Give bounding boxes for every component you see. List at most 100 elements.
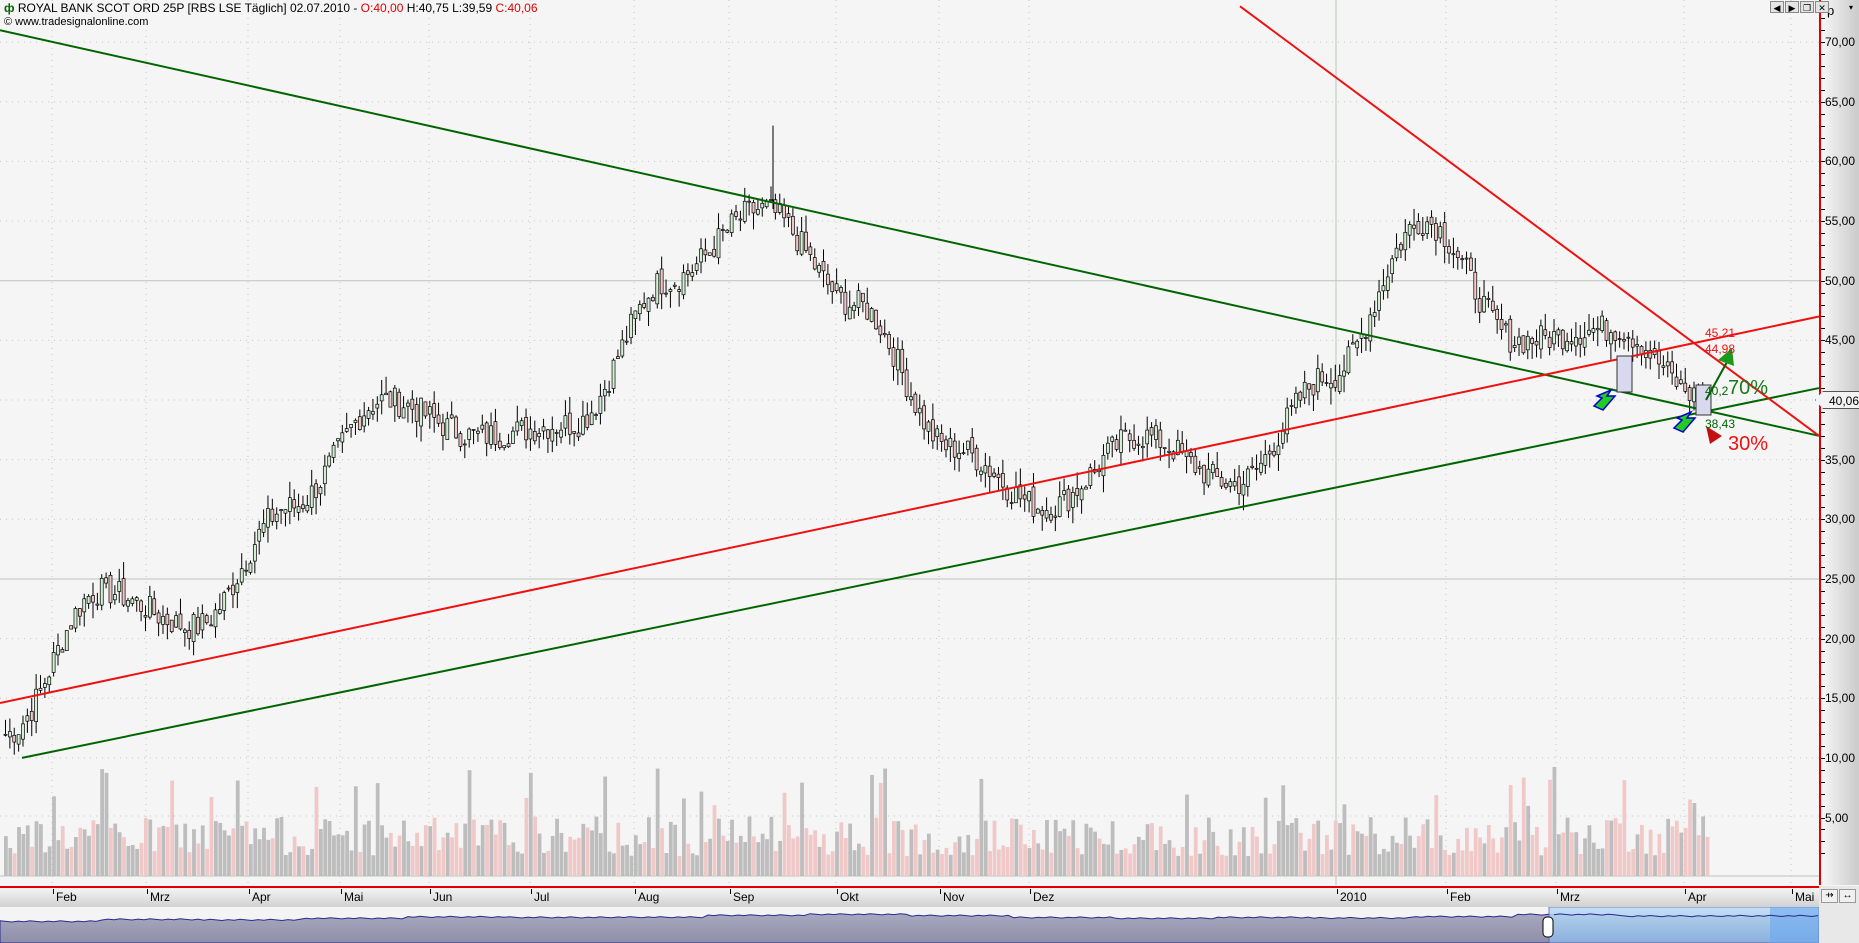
x-tick-label: Apr [249, 889, 271, 904]
y-tick-mark [1821, 757, 1825, 759]
x-tick-label: Mai [1791, 889, 1815, 904]
y-tick-mark [1821, 54, 1825, 56]
y-tick-label: 15,00 [1825, 691, 1856, 706]
restore-window-icon[interactable]: ❐ [1800, 1, 1814, 13]
low-value: 38,43 [1705, 417, 1735, 431]
navigator-scrollbar[interactable] [0, 907, 1819, 943]
navigator-drag-handle [1542, 916, 1554, 938]
y-tick-label: 5,00 [1825, 810, 1849, 825]
y-tick-mark [1821, 161, 1825, 163]
y-tick-mark [1821, 101, 1825, 103]
y-tick-mark [1821, 710, 1825, 712]
y-tick-mark [1821, 531, 1825, 533]
time-axis[interactable]: Feb Mrz Apr Mai Jun Jul Aug Sep Okt Nov Dez 2010 Feb… [0, 886, 1819, 908]
x-tick-label: Dez [1029, 889, 1055, 904]
grid-lines [0, 0, 1819, 885]
red-up-trendline[interactable] [0, 315, 1820, 705]
x-tick-label: 2010 [1337, 889, 1367, 904]
forward-arrow-icon[interactable]: ▶ [1785, 1, 1799, 13]
y-tick-mark [1821, 817, 1825, 819]
red-down-trendline[interactable] [1239, 5, 1820, 437]
low-value: L:39,59 [448, 1, 496, 15]
y-tick-mark [1821, 519, 1825, 521]
y-tick-mark [1821, 555, 1825, 557]
y-tick-mark [1821, 18, 1825, 20]
x-tick-label: Sep [729, 889, 755, 904]
selection-box [1695, 384, 1712, 416]
annotations: 45,21 44,98 40,2 38,43 70% 30% [1592, 326, 1768, 455]
y-tick-mark [1821, 459, 1825, 461]
y-tick-mark [1821, 793, 1825, 795]
arrow-cursor-icon [1592, 388, 1617, 411]
y-tick-mark [1821, 543, 1825, 545]
y-tick-mark [1821, 722, 1825, 724]
x-tick-label: Jul [530, 889, 550, 904]
y-tick-mark [1821, 65, 1825, 67]
mid-value: 40,2 [1705, 384, 1729, 398]
y-tick-mark [1821, 209, 1825, 211]
y-tick-label: 70,00 [1825, 35, 1856, 50]
y-tick-mark [1821, 734, 1825, 736]
x-tick-label: Aug [634, 889, 660, 904]
y-tick-mark [1821, 662, 1825, 664]
y-tick-mark [1821, 614, 1825, 616]
y-tick-mark [1821, 590, 1825, 592]
x-tick-label: Nov [939, 889, 965, 904]
y-tick-mark [1821, 674, 1825, 676]
y-tick-mark [1821, 423, 1825, 425]
volume-bars [4, 766, 1710, 876]
chart-header: ф ROYAL BANK SCOT ORD 25P [RBS LSE Tägli… [4, 1, 538, 15]
x-tick-label: Mrz [147, 889, 170, 904]
y-tick-mark [1821, 638, 1825, 640]
unit-label: p [1827, 3, 1835, 18]
price-axis[interactable]: p ▾ 70,0065,0060,0055,0050,0045,0040,003… [1815, 0, 1859, 885]
y-tick-label: 30,00 [1825, 512, 1856, 527]
upper-value: 44,98 [1705, 342, 1735, 356]
y-tick-mark [1821, 268, 1825, 270]
y-tick-label: 10,00 [1825, 750, 1856, 765]
y-tick-mark [1821, 495, 1825, 497]
fit-icon[interactable]: ⇸ [1821, 889, 1838, 903]
y-tick-mark [1821, 173, 1825, 175]
y-tick-mark [1821, 30, 1825, 32]
y-tick-mark [1821, 686, 1825, 688]
y-tick-label: 35,00 [1825, 452, 1856, 467]
x-tick-label: Mrz [1557, 889, 1580, 904]
y-tick-mark [1821, 853, 1825, 855]
y-tick-mark [1821, 304, 1825, 306]
up-arrow-icon [1718, 348, 1734, 366]
y-tick-mark [1821, 829, 1825, 831]
expand-icon[interactable]: ↔ [1839, 889, 1856, 903]
up-probability: 70% [1728, 377, 1768, 399]
resistance-value: 45,21 [1705, 326, 1735, 340]
y-tick-mark [1821, 244, 1825, 246]
y-tick-mark [1821, 471, 1825, 473]
y-tick-mark [1821, 376, 1825, 378]
y-tick-mark [1821, 352, 1825, 354]
y-tick-mark [1821, 197, 1825, 199]
y-tick-mark [1821, 411, 1825, 413]
back-arrow-icon[interactable]: ◀ [1770, 1, 1784, 13]
y-tick-mark [1821, 435, 1825, 437]
y-tick-label: 55,00 [1825, 214, 1856, 229]
trendlines[interactable] [0, 5, 1820, 759]
x-tick-label: Feb [53, 889, 77, 904]
x-tick-label: Okt [837, 889, 859, 904]
y-tick-mark [1821, 805, 1825, 807]
y-tick-mark [1821, 185, 1825, 187]
close-icon[interactable]: ✕ [1815, 1, 1829, 13]
y-tick-mark [1821, 125, 1825, 127]
y-tick-mark [1821, 328, 1825, 330]
chevron-down-icon[interactable]: ▾ [1849, 3, 1854, 12]
x-tick-label: Mai [340, 889, 364, 904]
x-tick-label: Apr [1685, 889, 1707, 904]
y-tick-mark [1821, 280, 1825, 282]
copyright-text: © www.tradesignalonline.com [4, 16, 149, 28]
y-tick-mark [1821, 149, 1825, 151]
y-tick-mark [1821, 769, 1825, 771]
y-tick-label: 65,00 [1825, 94, 1856, 109]
y-tick-mark [1821, 340, 1825, 342]
green-down-trendline[interactable] [0, 29, 1820, 437]
price-chart[interactable]: 45,21 44,98 40,2 38,43 70% 30% [0, 0, 1820, 885]
green-up-trendline[interactable] [21, 387, 1820, 759]
